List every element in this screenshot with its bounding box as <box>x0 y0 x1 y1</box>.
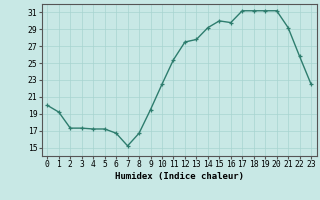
X-axis label: Humidex (Indice chaleur): Humidex (Indice chaleur) <box>115 172 244 181</box>
